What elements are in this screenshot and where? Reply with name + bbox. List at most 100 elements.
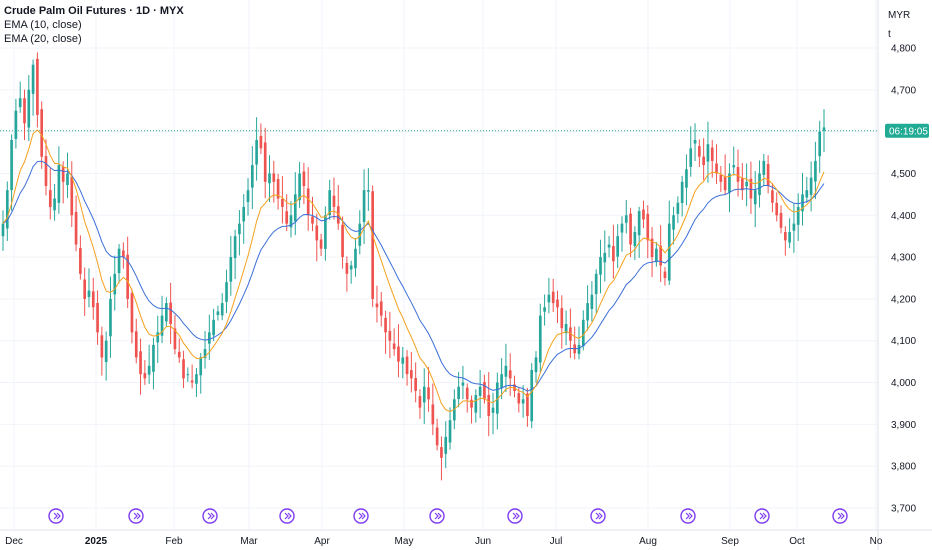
candle-body (444, 436, 448, 454)
candle-body (190, 380, 194, 383)
candle-body (246, 190, 250, 203)
candle-body (504, 365, 508, 377)
candle-body (91, 291, 95, 308)
candle-body (822, 127, 826, 131)
price-tick-label: 3,800 (891, 462, 916, 473)
candle-body (156, 332, 160, 343)
candle-body (775, 202, 779, 216)
candle-body (216, 311, 220, 316)
candle-body (134, 331, 138, 358)
candle-body (702, 156, 705, 166)
candle-body (255, 140, 258, 165)
candle-body (392, 343, 396, 350)
dividend-arrow-icon[interactable] (279, 508, 295, 524)
symbol-title[interactable]: Crude Palm Oil Futures · 1D · MYX (4, 5, 184, 17)
candle-body (448, 420, 452, 443)
candle-body (465, 387, 469, 400)
price-tick-label: 4,700 (891, 85, 916, 96)
candle-body (620, 223, 624, 233)
candle-body (388, 330, 392, 341)
candle-body (349, 265, 353, 270)
candle-body (685, 169, 688, 188)
time-tick-label: Aug (639, 536, 657, 547)
dividend-arrow-icon[interactable] (680, 508, 696, 524)
currency-label[interactable]: MYR (888, 10, 911, 21)
candle-body (289, 215, 293, 228)
candle-body (483, 382, 486, 400)
candle-body (581, 319, 585, 347)
candle-body (624, 215, 628, 223)
marker-ring (590, 508, 606, 524)
marker-chevrons (512, 512, 520, 520)
candle-body (745, 181, 748, 187)
candle-body (152, 344, 155, 372)
candle-body (371, 191, 374, 299)
countdown-label: 06:19:05 (885, 123, 929, 138)
candle-body (706, 144, 710, 162)
candle-body (182, 359, 185, 379)
candle-body (268, 173, 271, 184)
candle-body (642, 209, 645, 220)
candle-body (61, 166, 65, 182)
dividend-arrow-icon[interactable] (202, 508, 218, 524)
currency-selector[interactable]: MYR t (884, 6, 924, 44)
candle-body (23, 98, 26, 124)
candle-body (551, 291, 555, 304)
indicator-ema20[interactable]: EMA (20, close) (4, 33, 82, 45)
candle-body (203, 349, 207, 359)
dividend-arrow-icon[interactable] (429, 508, 445, 524)
dividend-arrow-icon[interactable] (507, 508, 523, 524)
candle-body (345, 262, 349, 274)
candle-body (693, 140, 697, 144)
candle-body (710, 147, 714, 161)
candle-body (27, 89, 31, 128)
chart-legend: Crude Palm Oil Futures · 1D · MYX EMA (1… (4, 4, 184, 46)
dividend-arrow-icon[interactable] (754, 508, 770, 524)
dividend-arrow-icon[interactable] (353, 508, 369, 524)
marker-chevrons (595, 512, 603, 520)
candle-body (538, 315, 542, 363)
candle-body (195, 374, 198, 384)
marker-chevrons (284, 512, 292, 520)
candle-body (379, 301, 383, 316)
dividend-arrow-icon[interactable] (48, 508, 64, 524)
candle-body (680, 181, 684, 204)
candle-body (530, 370, 534, 422)
marker-ring (754, 508, 770, 524)
candle-body (788, 232, 791, 243)
event-markers[interactable] (48, 508, 848, 524)
candle-body (169, 302, 172, 324)
candle-body (599, 257, 602, 275)
candle-body (405, 356, 409, 375)
candle-body (556, 299, 559, 308)
candle-body (478, 386, 482, 396)
candle-body (500, 374, 503, 389)
marker-ring (429, 508, 445, 524)
ema-20-line (2, 160, 825, 392)
time-tick-label: May (395, 536, 414, 547)
indicator-ema10[interactable]: EMA (10, close) (4, 19, 82, 31)
candle-body (646, 213, 650, 241)
dividend-arrow-icon[interactable] (590, 508, 606, 524)
time-tick-label: No (870, 536, 883, 547)
marker-chevrons (837, 512, 845, 520)
candle-body (117, 248, 121, 274)
candle-body (637, 211, 641, 236)
candle-body (818, 131, 822, 157)
candle-body (293, 194, 297, 222)
time-axis[interactable]: Dec 2025 Feb Mar Apr May Jun Jul Aug Sep Oct No (0, 529, 932, 547)
candle-body (672, 215, 675, 230)
candle-body (715, 163, 718, 174)
candle-body (461, 382, 465, 386)
dividend-arrow-icon[interactable] (832, 508, 848, 524)
candle-body (384, 317, 387, 333)
candle-body (109, 298, 112, 337)
price-tick-label: 4,400 (891, 211, 916, 222)
price-axis[interactable]: 4,8004,7004,6004,5004,4004,3004,2004,100… (877, 0, 916, 550)
dividend-arrow-icon[interactable] (128, 508, 144, 524)
unit-label[interactable]: t (888, 29, 891, 40)
countdown-text: 06:19:05 (889, 126, 928, 137)
time-tick-label: Dec (5, 536, 23, 547)
time-tick-label: Feb (165, 536, 183, 547)
